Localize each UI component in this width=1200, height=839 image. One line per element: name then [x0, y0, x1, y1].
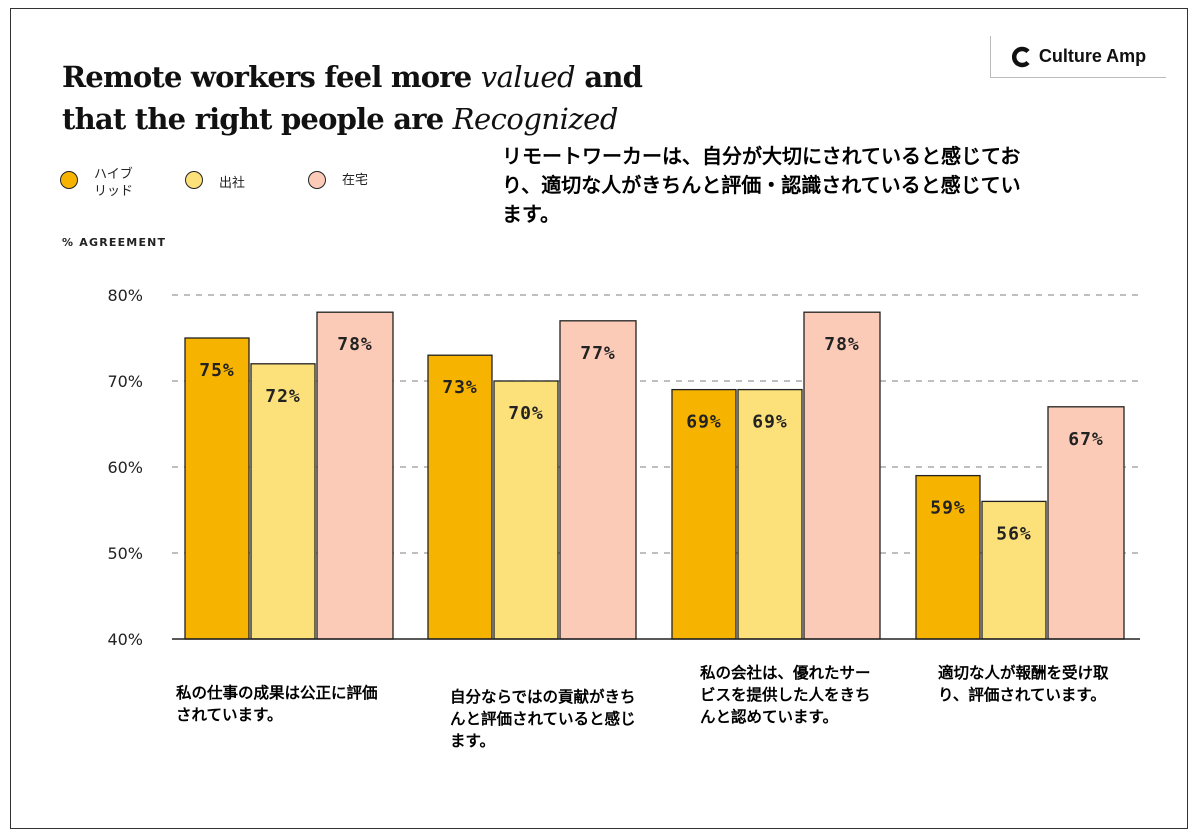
legend-swatch-hybrid: [60, 171, 78, 189]
data-label: 67%: [1068, 429, 1104, 450]
data-label: 69%: [686, 412, 722, 433]
legend-swatch-remote: [308, 171, 326, 189]
data-label: 70%: [508, 403, 544, 424]
data-label: 78%: [337, 334, 373, 355]
legend-label-hybrid: ハイブ リッド: [94, 167, 134, 199]
y-tick-label: 60%: [107, 458, 143, 477]
data-label: 73%: [442, 377, 478, 398]
title-line-1: Remote workers feel more valued and: [62, 56, 682, 98]
legend-item-hybrid: ハイブ リッド: [60, 162, 134, 200]
y-tick-label: 80%: [107, 286, 143, 305]
data-label: 78%: [824, 334, 860, 355]
category-label-2: 自分ならではの貢献がきちんと評価されていると感じます。: [450, 688, 636, 750]
legend-swatch-office: [185, 171, 203, 189]
bar-3-1: [316, 311, 394, 640]
data-label: 77%: [580, 343, 616, 364]
bar-2-2: [493, 380, 559, 640]
bar-1-4: [915, 474, 981, 640]
bar-1-1: [184, 337, 250, 640]
data-label: 56%: [996, 523, 1032, 544]
logo-text: Culture Amp: [1038, 46, 1147, 66]
chart-title: Remote workers feel more valued and that …: [62, 56, 682, 140]
japanese-caption: リモートワーカーは、自分が大切にされていると感じており、適切な人がきちんと評価・…: [502, 144, 1021, 226]
title-text: and: [575, 60, 643, 94]
bar-2-4: [981, 500, 1047, 640]
data-label: 72%: [265, 386, 301, 407]
legend-item-remote: 在宅: [308, 162, 382, 189]
y-tick-label: 50%: [107, 544, 143, 563]
category-label-4: 適切な人が報酬を受け取り、評価されています。: [938, 664, 1109, 704]
y-tick-label: 40%: [107, 630, 143, 649]
bar-3-3: [803, 311, 881, 640]
bar-2-1: [250, 363, 316, 640]
category-label-3: 私の会社は、優れたサービスを提供した人をきちんと認めています。: [700, 664, 871, 726]
title-script-word: Recognized: [452, 102, 619, 136]
bar-3-2: [559, 320, 637, 640]
bar-2-3: [737, 388, 803, 640]
bar-3-4: [1047, 406, 1125, 640]
data-label: 75%: [199, 360, 235, 381]
chart-frame: [10, 8, 1188, 829]
y-tick-label: 70%: [107, 372, 143, 391]
culture-amp-c-icon: [1011, 46, 1030, 67]
title-line-2: that the right people are Recognized: [62, 98, 682, 140]
category-label-1: 私の仕事の成果は公正に評価されています。: [176, 684, 378, 724]
legend-label-office: 出社: [219, 176, 246, 191]
title-text: Remote workers feel more: [62, 60, 481, 94]
culture-amp-logo: Culture Amp: [990, 36, 1166, 78]
title-text: that the right people are: [62, 102, 453, 136]
data-label: 59%: [930, 498, 966, 519]
title-script-word: valued: [480, 60, 576, 94]
legend-item-office: 出社: [185, 162, 259, 192]
legend-label-remote: 在宅: [342, 173, 369, 188]
data-label: 69%: [752, 412, 788, 433]
bar-1-2: [427, 354, 493, 640]
y-axis-label: % AGREEMENT: [62, 236, 167, 249]
